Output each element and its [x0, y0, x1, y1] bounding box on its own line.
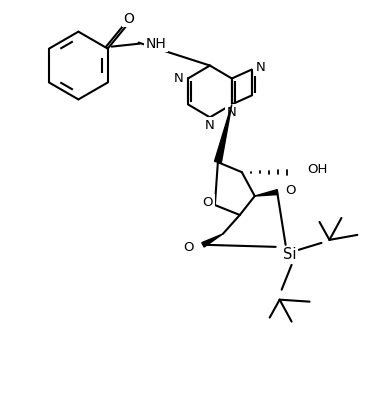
Text: O: O — [123, 12, 134, 26]
Text: O: O — [203, 196, 213, 209]
Text: O: O — [184, 241, 194, 255]
Text: NH: NH — [145, 37, 166, 51]
Text: N: N — [256, 61, 266, 74]
Text: O: O — [286, 184, 296, 197]
Text: N: N — [205, 119, 215, 132]
Text: N: N — [174, 72, 184, 85]
Text: O: O — [123, 12, 134, 26]
Text: O: O — [203, 196, 213, 209]
Polygon shape — [215, 105, 232, 163]
Polygon shape — [202, 234, 223, 247]
Text: NH: NH — [145, 37, 166, 51]
Text: OH: OH — [307, 163, 328, 176]
Text: Si: Si — [283, 247, 296, 262]
Text: O: O — [184, 241, 194, 255]
Text: O: O — [286, 184, 296, 197]
Text: N: N — [205, 119, 215, 132]
Text: N: N — [227, 106, 237, 119]
Text: N: N — [227, 106, 237, 119]
Text: OH: OH — [307, 163, 328, 176]
Text: N: N — [174, 72, 184, 85]
Text: Si: Si — [283, 247, 296, 262]
Text: N: N — [256, 61, 266, 74]
Polygon shape — [255, 189, 278, 196]
